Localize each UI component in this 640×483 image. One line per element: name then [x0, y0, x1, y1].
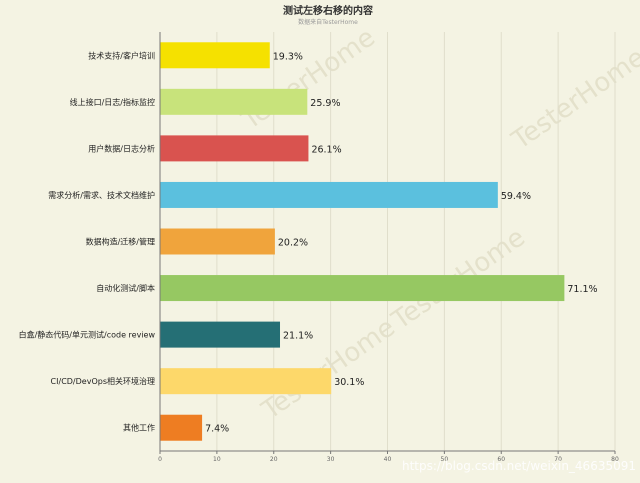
bar	[160, 368, 332, 395]
category-label: 数据构造/迁移/管理	[86, 237, 155, 247]
x-tick-label: 30	[327, 456, 335, 463]
bar	[160, 414, 203, 441]
watermark-layer: TesterHomeTesterHomeTesterHomeTesterHome	[236, 22, 640, 426]
x-tick-label: 40	[384, 456, 392, 463]
bar	[160, 135, 309, 162]
bar	[160, 275, 565, 302]
category-label: 技术支持/客户培训	[88, 50, 155, 60]
category-label: 白盒/静态代码/单元测试/code review	[19, 330, 156, 340]
x-tick-label: 50	[441, 456, 449, 463]
watermark-url: https://blog.csdn.net/weixin_46635091	[402, 459, 636, 473]
category-label: 用户数据/日志分析	[88, 143, 155, 153]
bar	[160, 42, 270, 69]
x-tick-label: 0	[158, 456, 162, 463]
value-label: 25.9%	[310, 98, 340, 109]
x-tick-label: 10	[213, 456, 221, 463]
x-tick-label: 80	[611, 456, 619, 463]
value-label: 21.1%	[283, 331, 313, 342]
watermark-text: TesterHome	[236, 22, 381, 136]
category-label: 需求分析/需求、技术文档维护	[48, 190, 155, 200]
category-label: CI/CD/DevOps相关环境治理	[51, 376, 155, 386]
x-tick-label: 60	[497, 456, 505, 463]
category-label: 线上接口/日志/指标监控	[70, 97, 155, 107]
value-label: 7.4%	[205, 424, 229, 435]
value-label: 59.4%	[501, 191, 531, 202]
bar	[160, 321, 281, 348]
bars: 技术支持/客户培训 19.3% 线上接口/日志/指标监控 25.9% 用户数据/日志分析…	[19, 42, 598, 441]
chart-subtitle: 数据来自TesterHome	[298, 18, 358, 26]
watermark-text: TesterHome	[506, 42, 640, 156]
value-label: 26.1%	[311, 144, 341, 155]
value-label: 30.1%	[334, 377, 364, 388]
bar	[160, 181, 498, 208]
x-tick-label: 20	[270, 456, 278, 463]
bar	[160, 88, 308, 115]
bar	[160, 228, 275, 255]
value-label: 71.1%	[567, 284, 597, 295]
chart-title: 测试左移右移的内容	[283, 4, 373, 17]
x-tick-label: 70	[554, 456, 562, 463]
category-label: 自动化测试/脚本	[96, 283, 155, 293]
x-axis: 0 10 20 30 40 50 60 70 80	[158, 32, 619, 463]
category-label: 其他工作	[123, 423, 155, 433]
value-label: 20.2%	[278, 238, 308, 249]
value-label: 19.3%	[273, 51, 303, 62]
